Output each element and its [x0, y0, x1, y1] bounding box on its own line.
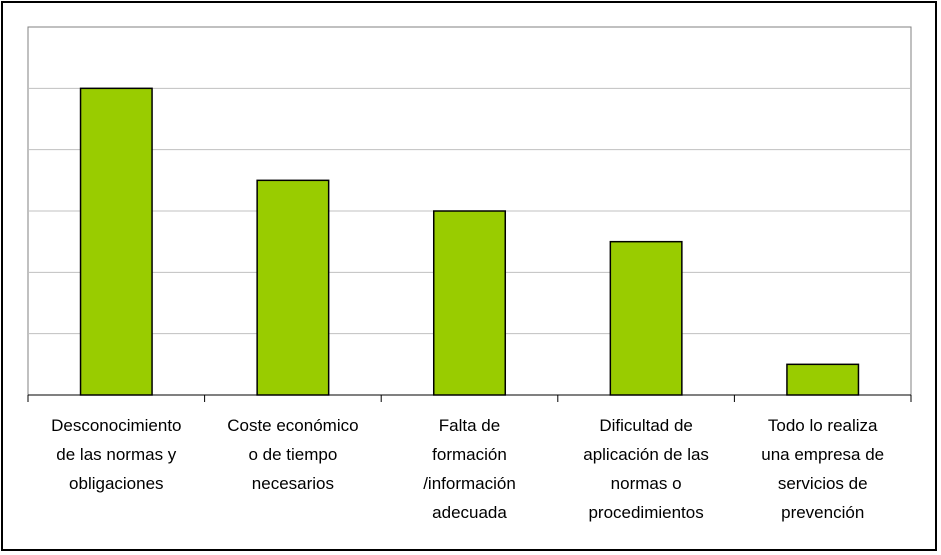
category-label-2: Coste económico o de tiempo necesarios: [227, 416, 358, 493]
bar-2: [256, 179, 330, 396]
category-label-3: Falta de formación/información adecuada: [423, 416, 516, 522]
bar-3: [432, 210, 507, 396]
bars: [79, 87, 860, 396]
category-label-5: Todo lo realiza una empresa de servicios d…: [761, 416, 884, 522]
bar-4: [609, 240, 683, 396]
category-label-line: Dificultad de: [599, 416, 693, 435]
category-label-line: normas o: [611, 474, 682, 493]
bar-5: [786, 363, 860, 396]
category-label-line: servicios de: [778, 474, 868, 493]
category-label-line: /información: [423, 474, 516, 493]
category-label-line: de las normas y: [56, 445, 176, 464]
category-label-line: formación: [432, 445, 507, 464]
category-label-line: adecuada: [432, 503, 507, 522]
category-label-line: Falta de: [439, 416, 500, 435]
category-labels: Desconocimiento de las normas y obligacion…: [51, 416, 884, 522]
category-label-line: procedimientos: [588, 503, 703, 522]
category-label-line: Coste económico: [227, 416, 358, 435]
bar-1: [79, 87, 153, 396]
category-label-4: Dificultad de aplicación de las normas o pr…: [583, 416, 709, 522]
category-label-line: obligaciones: [69, 474, 164, 493]
category-label-1: Desconocimiento de las normas y obligacion…: [51, 416, 181, 493]
category-label-line: Desconocimiento: [51, 416, 181, 435]
x-axis-ticks: [27, 395, 912, 402]
category-label-line: una empresa de: [761, 445, 884, 464]
category-label-line: aplicación de las: [583, 445, 709, 464]
category-label-line: Todo lo realiza: [768, 416, 878, 435]
category-label-line: necesarios: [252, 474, 334, 493]
category-label-line: o de tiempo: [248, 445, 337, 464]
category-label-line: prevención: [781, 503, 864, 522]
